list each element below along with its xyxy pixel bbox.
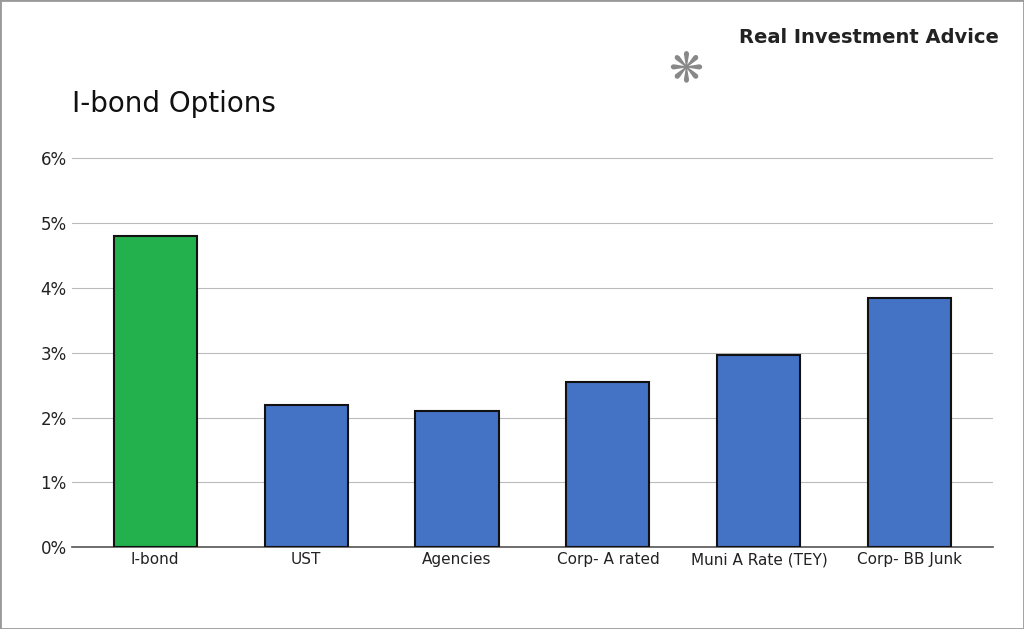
- Bar: [416, 411, 499, 547]
- Text: I-bond Options: I-bond Options: [72, 90, 275, 118]
- Bar: [566, 382, 649, 547]
- Bar: [114, 236, 197, 547]
- Bar: [264, 404, 347, 547]
- Text: ❋: ❋: [669, 48, 703, 90]
- Text: Real Investment Advice: Real Investment Advice: [738, 28, 998, 47]
- Bar: [718, 355, 801, 547]
- Bar: [868, 298, 951, 547]
